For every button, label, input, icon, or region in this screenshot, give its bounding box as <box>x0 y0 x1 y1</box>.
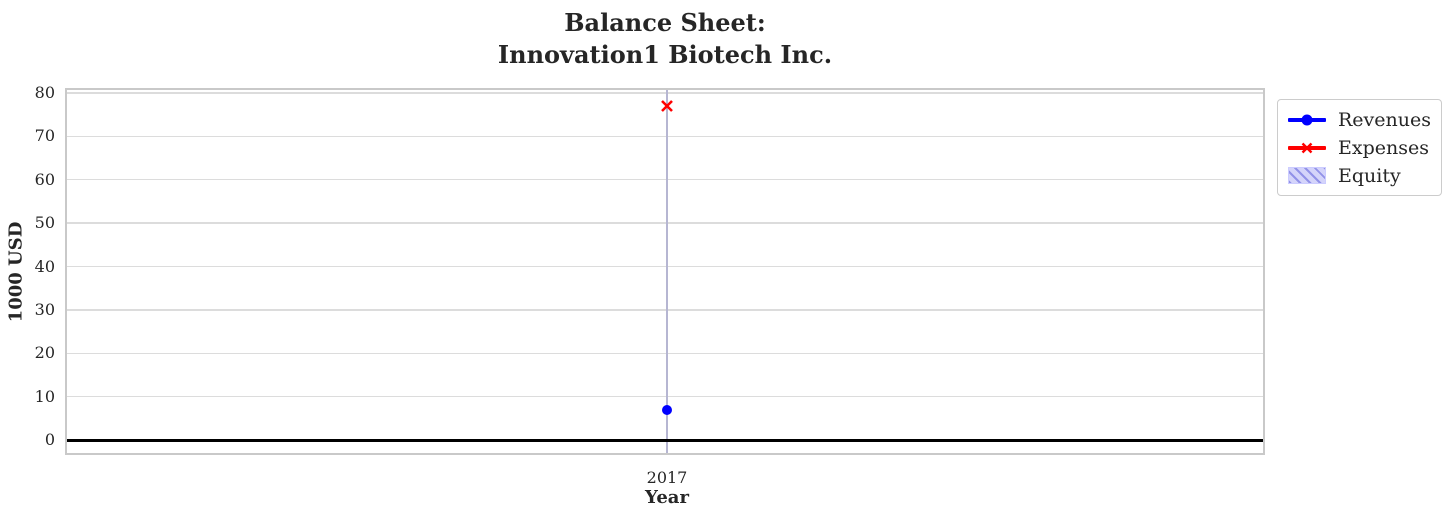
horizontal-gridline <box>67 265 1263 268</box>
legend-item-equity: Equity <box>1288 164 1431 187</box>
x-marker-icon <box>1301 142 1313 153</box>
legend-item-expenses: Expenses <box>1288 136 1431 159</box>
chart-title-line2: Innovation1 Biotech Inc. <box>497 40 833 69</box>
plot-area <box>65 88 1265 455</box>
y-tick-label: 10 <box>34 386 55 406</box>
legend: Revenues Expenses Equity <box>1277 99 1442 196</box>
chart-title: Balance Sheet: Innovation1 Biotech Inc. <box>65 7 1265 71</box>
expenses-line-swatch <box>1288 137 1326 158</box>
x-axis-label: Year <box>645 487 689 508</box>
y-tick-label: 20 <box>34 343 55 363</box>
equity-vertical-band <box>666 90 668 453</box>
y-tick-label: 0 <box>44 430 55 449</box>
horizontal-gridline <box>67 222 1263 224</box>
horizontal-gridline <box>67 395 1263 398</box>
revenues-marker <box>662 405 672 416</box>
horizontal-gridline <box>67 92 1263 94</box>
y-tick-label: 60 <box>34 169 55 189</box>
y-tick-label: 50 <box>34 213 55 233</box>
legend-label-revenues: Revenues <box>1338 108 1431 131</box>
legend-label-expenses: Expenses <box>1338 136 1429 159</box>
y-tick-label: 30 <box>34 299 55 319</box>
horizontal-gridline <box>67 309 1263 311</box>
horizontal-gridline <box>67 135 1263 138</box>
x-tick-label: 2017 <box>646 468 688 487</box>
y-tick-label: 80 <box>34 83 55 102</box>
expenses-marker <box>661 100 673 112</box>
hatched-patch-icon <box>1288 167 1326 184</box>
circle-marker-icon <box>1301 114 1313 125</box>
legend-label-equity: Equity <box>1338 164 1401 187</box>
zero-line <box>67 438 1263 442</box>
chart-title-line1: Balance Sheet: <box>564 8 766 37</box>
y-tick-label: 40 <box>34 256 55 276</box>
y-tick-label: 70 <box>34 126 55 146</box>
legend-item-revenues: Revenues <box>1288 108 1431 131</box>
revenues-line-swatch <box>1288 109 1326 130</box>
horizontal-gridline <box>67 352 1263 354</box>
equity-hatch-swatch <box>1288 165 1326 186</box>
horizontal-gridline <box>67 179 1263 181</box>
